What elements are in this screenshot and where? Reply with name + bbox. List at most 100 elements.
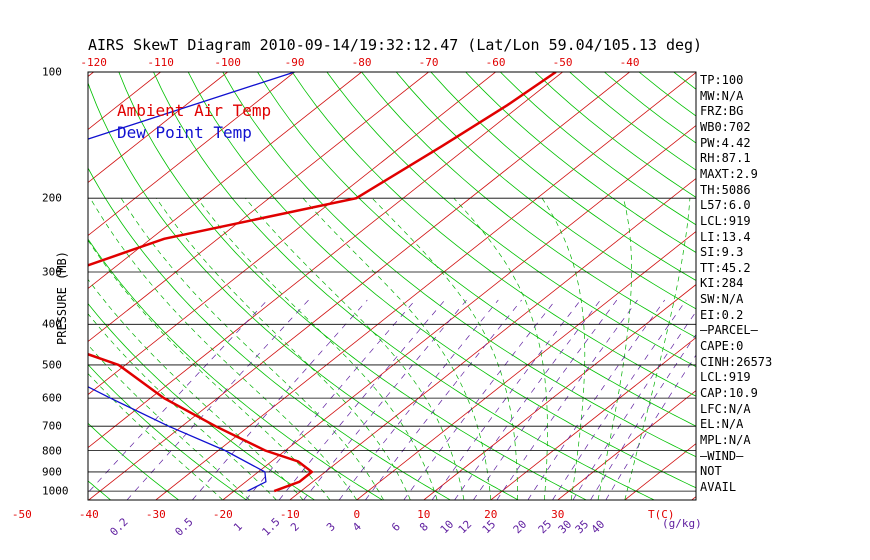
- isotherm-line: [222, 124, 696, 500]
- mixing-ratio-line: [431, 299, 581, 500]
- dry-adiabat-line: [187, 72, 696, 489]
- pressure-tick-label: 200: [42, 191, 62, 205]
- moist-adiabat-line: [302, 197, 492, 500]
- moist-adiabat-line: [245, 197, 465, 500]
- top-temp-tick-label: -50: [552, 56, 573, 69]
- bottom-temp-tick-label: -50: [11, 508, 32, 521]
- bottom-temp-tick-label: -30: [145, 508, 166, 521]
- isotherm-line: [88, 72, 496, 396]
- stability-index-item: PW:4.42: [700, 135, 751, 150]
- dry-adiabat-line: [638, 72, 696, 117]
- stability-index-item: EL:N/A: [700, 417, 744, 432]
- isotherm-line: [423, 284, 696, 500]
- top-temp-tick-label: -110: [147, 56, 174, 69]
- stability-index-item: SW:N/A: [700, 292, 744, 307]
- pressure-tick-label: 900: [42, 465, 62, 479]
- isotherm-line: [155, 72, 696, 500]
- dry-adiabat-line: [153, 72, 655, 500]
- top-temp-tick-label: -90: [284, 56, 305, 69]
- isotherm-line: [88, 72, 228, 183]
- top-temp-tick-label: -40: [619, 56, 640, 69]
- plot-frame: [87, 71, 697, 501]
- mixing-ratio-line: [278, 299, 446, 500]
- top-temp-tick-label: -70: [418, 56, 439, 69]
- dew-point-temp-line: [88, 72, 295, 492]
- dry-adiabat-line: [88, 81, 519, 500]
- top-temp-tick-label: -100: [214, 56, 241, 69]
- stability-index-item: TH:5086: [700, 182, 751, 197]
- mixing-ratio-line: [552, 299, 687, 500]
- stability-index-item: L57:6.0: [700, 198, 751, 213]
- pressure-tick-label: 1000: [42, 484, 69, 498]
- stability-index-item: –PARCEL–: [700, 323, 758, 338]
- top-temp-tick-label: -80: [351, 56, 372, 69]
- pressure-tick-label: 100: [42, 65, 62, 79]
- dry-adiabat-line: [395, 72, 696, 310]
- dry-adiabat-line: [0, 72, 43, 500]
- isotherm-line: [88, 72, 94, 77]
- mixing-ratio-line: [245, 299, 416, 500]
- dry-adiabat-line: [222, 72, 696, 458]
- bottom-temp-tick-label: -20: [212, 508, 233, 521]
- moist-adiabat-line: [196, 197, 438, 500]
- pressure-tick-label: 700: [42, 419, 62, 433]
- isotherm-line: [557, 390, 696, 500]
- mixing-ratio-line: [403, 299, 556, 500]
- stability-index-item: LCL:919: [700, 213, 751, 228]
- stability-index-item: FRZ:BG: [700, 104, 744, 119]
- stability-index-item: MW:N/A: [700, 88, 744, 103]
- dry-adiabat-line: [465, 72, 696, 253]
- moist-adiabat-line: [120, 198, 384, 500]
- dry-adiabat-line: [88, 422, 179, 500]
- moist-adiabat-line: [88, 372, 224, 500]
- stability-index-item: LCL:919: [700, 370, 751, 385]
- isotherm-line: [490, 337, 696, 500]
- mixing-ratio-line: [338, 299, 499, 500]
- moist-adiabat-line: [156, 198, 411, 500]
- mixing-ratio-line: [496, 299, 638, 500]
- mixing-ratio-unit-label: (g/kg): [662, 517, 702, 530]
- temp-unit-label: T(C): [648, 508, 675, 521]
- chart-title: AIRS SkewT Diagram 2010-09-14/19:32:12.4…: [88, 36, 703, 54]
- isotherm-line: [88, 72, 295, 237]
- pressure-tick-label: 300: [42, 265, 62, 279]
- stability-index-item: MPL:N/A: [700, 432, 751, 447]
- moist-adiabat-line: [88, 239, 331, 500]
- stability-index-item: LI:13.4: [700, 229, 751, 244]
- stability-index-item: AVAIL: [700, 479, 737, 494]
- stability-index-item: RH:87.1: [700, 151, 751, 166]
- pressure-tick-label: 500: [42, 358, 62, 372]
- moist-adiabat-line: [371, 197, 518, 500]
- stability-index-item: CAP:10.9: [700, 386, 758, 400]
- bottom-temp-tick-label: -40: [78, 508, 99, 521]
- stability-index-item: –WIND–: [700, 448, 744, 463]
- stability-index-item: EI:0.2: [700, 307, 744, 322]
- moist-adiabat-line: [88, 344, 250, 500]
- isotherm-line: [0, 72, 27, 500]
- isotherm-line: [88, 72, 429, 343]
- pressure-tick-label: 400: [42, 317, 62, 331]
- bottom-temp-tick-label: 10: [417, 508, 431, 521]
- dry-adiabat-line: [430, 72, 696, 281]
- stability-index-item: KI:284: [700, 276, 744, 291]
- mixing-ratio-line: [454, 299, 601, 500]
- stability-index-item: SI:9.3: [700, 245, 744, 260]
- stability-index-item: LFC:N/A: [700, 401, 751, 416]
- stability-index-item: TP:100: [700, 73, 744, 87]
- bottom-temp-tick-label: -10: [279, 508, 300, 521]
- dry-adiabat-line: [500, 72, 696, 226]
- dry-adiabat-line: [88, 238, 383, 500]
- dry-adiabat-line: [118, 72, 587, 500]
- bottom-temp-tick-label: 0: [353, 508, 361, 521]
- bottom-temp-tick-label: 30: [551, 508, 565, 521]
- moist-adiabat-line: [624, 198, 691, 500]
- moist-adiabat-line: [88, 313, 277, 500]
- dry-adiabat-line: [361, 72, 696, 338]
- isotherm-line: [356, 231, 696, 500]
- stability-index-item: WB0:702: [700, 119, 751, 134]
- pressure-tick-label: 600: [42, 391, 62, 405]
- dry-adiabat-line: [88, 167, 451, 500]
- mixing-ratio-line: [303, 299, 467, 500]
- stability-index-item: MAXT:2.9: [700, 166, 758, 181]
